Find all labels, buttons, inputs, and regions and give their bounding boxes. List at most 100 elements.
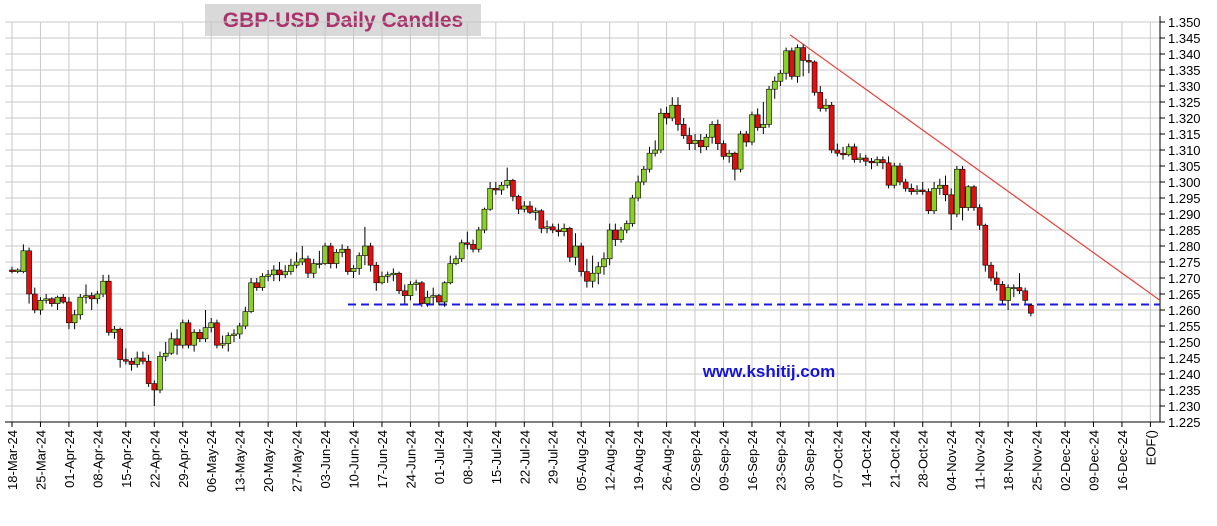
candle-body bbox=[288, 264, 294, 272]
candle-body bbox=[111, 328, 118, 333]
candle-body bbox=[902, 181, 909, 189]
candle-body bbox=[1022, 290, 1028, 301]
x-tick-label: EOF() bbox=[1143, 430, 1158, 465]
x-tick-label: 01-Jul-24 bbox=[432, 430, 447, 484]
x-tick-label: 27-May-24 bbox=[290, 430, 305, 492]
candle-body bbox=[561, 228, 567, 232]
candle-body bbox=[544, 226, 550, 229]
candle-body bbox=[316, 263, 323, 265]
y-tick-label: 1.305 bbox=[1168, 159, 1201, 174]
candle-body bbox=[157, 356, 163, 391]
candle-body bbox=[441, 282, 448, 303]
candle-body bbox=[362, 245, 368, 256]
candle-body bbox=[197, 332, 203, 340]
candle-body bbox=[1005, 287, 1011, 301]
candle-body bbox=[271, 269, 277, 276]
y-tick-label: 1.250 bbox=[1168, 335, 1201, 350]
candle-body bbox=[339, 248, 345, 253]
candle-body bbox=[726, 152, 732, 157]
x-tick-label: 08-Apr-24 bbox=[90, 430, 105, 488]
candle-body bbox=[851, 146, 858, 160]
x-tick-label: 18-Nov-24 bbox=[1001, 430, 1016, 491]
y-tick-label: 1.310 bbox=[1168, 143, 1201, 158]
x-tick-label: 06-May-24 bbox=[204, 430, 219, 492]
candle-body bbox=[105, 280, 112, 333]
candle-body bbox=[601, 258, 607, 268]
candle-body bbox=[123, 359, 129, 362]
x-tick-label: 20-May-24 bbox=[261, 430, 276, 492]
chart-title: GBP-USD Daily Candles bbox=[223, 9, 463, 32]
x-tick-label: 14-Oct-24 bbox=[859, 430, 874, 488]
candle-body bbox=[128, 360, 135, 365]
y-tick-label: 1.315 bbox=[1168, 127, 1201, 142]
candle-body bbox=[259, 276, 266, 288]
candle-body bbox=[749, 114, 755, 143]
y-tick-label: 1.240 bbox=[1168, 367, 1201, 382]
candle-body bbox=[993, 277, 1000, 285]
candle-body bbox=[942, 184, 949, 196]
candle-body bbox=[322, 245, 328, 264]
candle-body bbox=[419, 282, 425, 304]
candle-body bbox=[299, 258, 306, 263]
candle-body bbox=[20, 250, 27, 272]
candle-body bbox=[572, 245, 579, 258]
candle-body bbox=[282, 271, 289, 276]
candle-body bbox=[242, 311, 249, 327]
y-tick-label: 1.340 bbox=[1168, 47, 1201, 62]
candle-body bbox=[737, 133, 744, 170]
candle-body bbox=[760, 124, 767, 128]
candle-body bbox=[14, 269, 21, 272]
candle-body bbox=[453, 258, 459, 264]
candle-body bbox=[367, 245, 374, 266]
candle-body bbox=[880, 159, 886, 164]
candle-body bbox=[134, 357, 141, 365]
y-tick-label: 1.270 bbox=[1168, 271, 1201, 286]
candle-body bbox=[709, 124, 715, 138]
candle-body bbox=[885, 162, 892, 186]
candle-body bbox=[959, 168, 966, 208]
y-tick-label: 1.295 bbox=[1168, 191, 1201, 206]
x-tick-label: 09-Sep-24 bbox=[717, 430, 732, 491]
candle-body bbox=[555, 229, 562, 232]
x-tick-label: 18-Mar-24 bbox=[5, 430, 20, 490]
candle-body bbox=[356, 255, 363, 269]
x-tick-label: 15-Jul-24 bbox=[489, 430, 504, 484]
x-tick-label: 02-Dec-24 bbox=[1058, 430, 1073, 491]
candle-body bbox=[811, 61, 818, 93]
candle-body bbox=[162, 352, 169, 357]
candle-body bbox=[868, 160, 875, 164]
x-tick-label: 13-May-24 bbox=[233, 430, 248, 492]
candle-body bbox=[384, 274, 391, 277]
candle-body bbox=[982, 224, 989, 266]
candle-body bbox=[470, 244, 476, 250]
candle-body bbox=[771, 80, 778, 90]
candle-body bbox=[623, 223, 630, 231]
y-tick-label: 1.265 bbox=[1168, 287, 1201, 302]
candle-body bbox=[652, 149, 658, 154]
candle-body bbox=[720, 143, 727, 157]
candle-body bbox=[857, 157, 863, 160]
candle-body bbox=[549, 226, 556, 231]
x-tick-label: 24-Jun-24 bbox=[403, 430, 418, 489]
candle-body bbox=[521, 205, 528, 210]
candle-body bbox=[606, 229, 613, 260]
candle-body bbox=[783, 50, 789, 74]
candle-body bbox=[475, 229, 482, 250]
candle-body bbox=[26, 250, 32, 295]
candle-body bbox=[77, 296, 84, 316]
candle-body bbox=[823, 104, 829, 109]
candle-body bbox=[743, 133, 750, 143]
candle-body bbox=[100, 280, 106, 295]
candle-body bbox=[584, 271, 590, 282]
candle-body bbox=[862, 157, 869, 162]
candle-body bbox=[504, 180, 511, 186]
y-tick-label: 1.290 bbox=[1168, 207, 1201, 222]
candle-body bbox=[686, 135, 693, 144]
candle-body bbox=[589, 272, 596, 282]
candle-body bbox=[191, 332, 197, 346]
y-tick-label: 1.260 bbox=[1168, 303, 1201, 318]
x-tick-label: 10-Jun-24 bbox=[347, 430, 362, 489]
x-tick-label: 22-Jul-24 bbox=[517, 430, 532, 484]
candle-body bbox=[493, 188, 499, 191]
